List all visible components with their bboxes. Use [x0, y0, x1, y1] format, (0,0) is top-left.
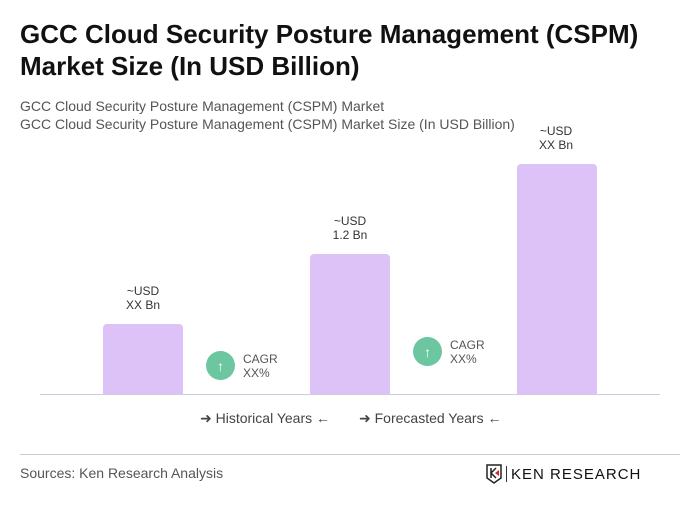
ken-research-logo: KEN RESEARCH: [486, 464, 641, 484]
cagr-badge-2: ↑ CAGR XX%: [413, 337, 485, 366]
footer-divider: [20, 454, 680, 455]
chart-title: GCC Cloud Security Posture Management (C…: [20, 19, 639, 81]
legend-forecasted: ➜ Forecasted Years ←: [359, 410, 502, 426]
bar-3: [517, 164, 597, 394]
data-label-1: ~USD XX Bn: [125, 284, 161, 312]
bar-1: [103, 324, 183, 394]
logo-icon: [486, 464, 502, 484]
sources-text: Sources: Ken Research Analysis: [20, 465, 224, 481]
data-label-3: ~USD XX Bn: [538, 124, 574, 152]
subtitle-2: GCC Cloud Security Posture Management (C…: [20, 116, 515, 132]
x-axis: [40, 394, 660, 395]
cagr-badge-1: ↑ CAGR XX%: [206, 351, 278, 380]
data-label-2: ~USD 1.2 Bn: [332, 214, 368, 242]
bar-2: [310, 254, 390, 394]
subtitle-1: GCC Cloud Security Posture Management (C…: [20, 98, 385, 114]
arrow-up-icon: ↑: [206, 351, 235, 380]
arrow-up-icon: ↑: [413, 337, 442, 366]
legend-historical: ➜ Historical Years ←: [200, 410, 331, 426]
